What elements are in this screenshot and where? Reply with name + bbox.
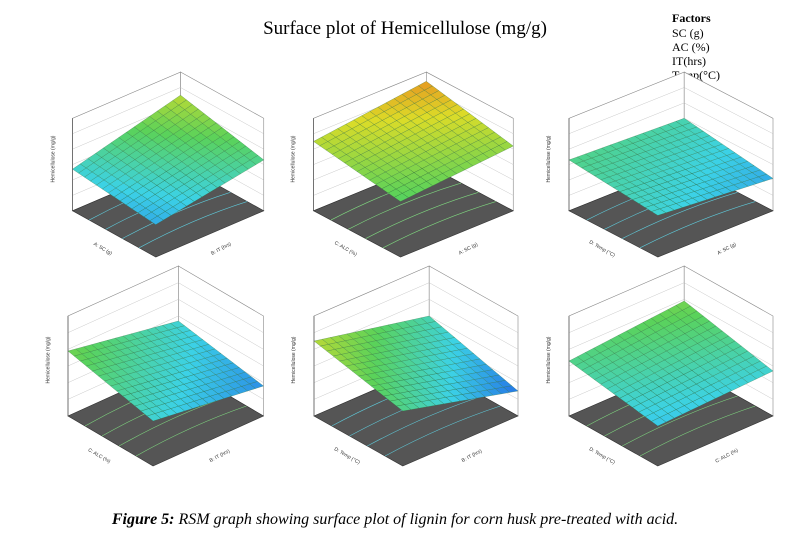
surface-cell [675,118,691,126]
surface-plot: Hemicellulose (mg/g)D: Temp (°C) A: SC (g… [546,71,774,259]
surface-cell [418,81,433,91]
z-axis-label: Hemicellulose (mg/g) [46,336,52,383]
z-axis-label: Hemicellulose (mg/g) [546,135,552,182]
wall-grid [568,299,774,350]
z-axis-label: Hemicellulose (mg/g) [291,336,297,383]
surface-cell [420,315,436,324]
caption-text: RSM graph showing surface plot of lignin… [178,511,679,528]
wall-grid [67,299,264,350]
surface-plot: Hemicellulose (mg/g)C: ALC (%) A: SC (g) [291,71,514,258]
factors-legend: Factors SC (g) AC (%) IT(hrs) Temp(°C) [672,11,720,82]
wall-grid [568,282,774,333]
surface-plot: Hemicellulose (mg/g)D: Temp (°C) B: IT (h… [291,265,519,467]
caption: Figure 5: RSM graph showing surface plot… [111,511,678,528]
z-axis-label: Hemicellulose (mg/g) [546,336,552,383]
contour-line [622,395,738,447]
surface-cell [675,300,691,311]
surface-cell [170,320,185,328]
wall-grid [72,87,264,134]
contour-line [122,192,231,239]
contour-line [367,395,483,447]
contour-line [365,192,479,239]
wall-grid [67,282,264,333]
contour-line [382,201,496,249]
factors-heading: Factors [672,11,711,25]
surface-cell [172,95,187,106]
factor-item: SC (g) [672,26,704,40]
contour-line [384,405,501,457]
surface-plot: Hemicellulose (mg/g)D: Temp (°C) C: ALC (… [546,265,774,467]
z-axis-label: Hemicellulose (mg/g) [291,135,297,182]
wall-grid [313,282,519,333]
contour-line [639,201,756,249]
contour-line [639,405,756,457]
panels: Hemicellulose (mg/g)A: SC (g) B: IT (hrs)… [46,71,774,467]
factor-item: IT(hrs) [672,54,706,68]
contour-line [135,405,247,457]
surface-plot: Hemicellulose (mg/g)C: ALC (%) B: IT (hrs… [46,265,265,467]
contour-line [348,182,462,230]
figure-title: Surface plot of Hemicellulose (mg/g) [263,18,547,39]
surface-plot: Hemicellulose (mg/g)A: SC (g) B: IT (hrs) [51,71,265,258]
z-axis-label: Hemicellulose (mg/g) [51,135,57,182]
factor-item: AC (%) [672,40,710,54]
contour-line [138,201,248,249]
contour-line [622,192,738,239]
wall-grid [568,87,774,134]
wall-grid [568,102,774,150]
caption-label: Figure 5: [111,511,175,528]
